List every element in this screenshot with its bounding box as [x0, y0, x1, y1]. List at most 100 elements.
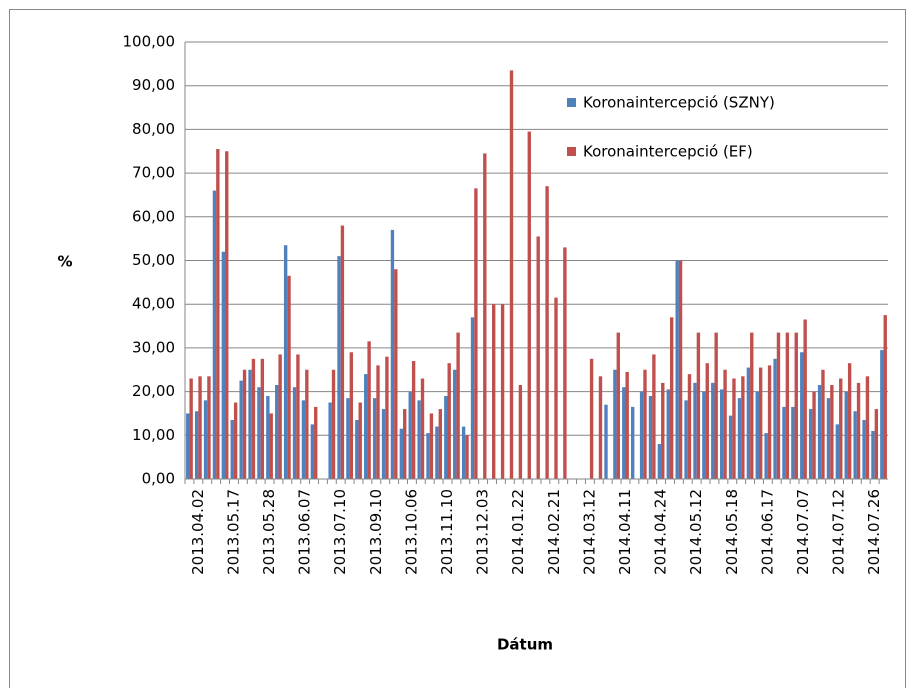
bar: [773, 358, 777, 479]
bar: [657, 444, 662, 479]
y-axis-label: %: [57, 253, 72, 271]
bar: [755, 391, 759, 479]
bar: [275, 385, 279, 479]
bar: [358, 402, 362, 479]
legend-label: Koronaintercepció (SZNY): [583, 94, 775, 112]
legend-swatch: [567, 98, 576, 107]
bar: [248, 369, 252, 479]
bar: [844, 391, 848, 479]
bar: [817, 385, 822, 479]
y-tick-label: 100,00: [123, 33, 176, 51]
bar: [420, 378, 425, 479]
bar: [260, 358, 265, 479]
x-tick-label: 2014.07.26: [865, 489, 883, 575]
bar: [741, 376, 745, 479]
x-tick-label: 2013.04.02: [189, 489, 207, 575]
bar: [643, 369, 647, 479]
bar: [283, 245, 288, 479]
x-tick-label: 2013.09.10: [367, 489, 385, 575]
bar: [874, 409, 879, 479]
bar: [251, 358, 256, 479]
bar: [865, 376, 870, 479]
x-tick-label: 2013.05.28: [260, 489, 278, 575]
bar: [257, 387, 261, 479]
legend-swatch: [567, 147, 576, 156]
bar: [483, 153, 487, 479]
bar: [331, 369, 336, 479]
bar: [652, 354, 656, 479]
x-tick-label: 2014.05.12: [687, 489, 705, 575]
bar: [835, 424, 840, 479]
bar: [746, 367, 751, 479]
bar: [509, 70, 514, 479]
bar: [737, 398, 742, 479]
bar: [883, 315, 887, 479]
bar: [880, 350, 884, 479]
bar: [794, 332, 798, 479]
bar: [732, 378, 736, 479]
bar: [453, 369, 457, 479]
y-tick-label: 30,00: [132, 338, 175, 356]
bar: [767, 365, 772, 479]
bar: [782, 406, 786, 479]
bar: [518, 385, 523, 479]
x-tick-label: 2013.07.10: [331, 489, 349, 575]
bar: [429, 413, 434, 479]
bar: [266, 395, 270, 479]
bar: [631, 406, 635, 479]
bar: [714, 332, 718, 479]
bar: [545, 186, 549, 479]
bar: [785, 332, 790, 479]
bar: [296, 354, 300, 479]
bar: [461, 426, 466, 479]
y-tick-label: 50,00: [132, 251, 175, 269]
bar: [203, 400, 208, 479]
bar: [604, 404, 608, 479]
bar: [764, 433, 768, 479]
bar: [239, 380, 243, 479]
bar: [622, 387, 626, 479]
bar: [639, 391, 644, 479]
bar: [364, 374, 368, 479]
bar: [474, 188, 478, 479]
bar: [198, 376, 202, 479]
bar: [385, 356, 389, 479]
bar: [355, 420, 359, 479]
bar: [527, 131, 531, 479]
x-tick-label: 2013.06.07: [296, 489, 314, 575]
bar: [426, 433, 430, 479]
bar: [390, 229, 395, 479]
bar: [314, 406, 318, 479]
y-tick-label: 90,00: [132, 76, 175, 94]
x-tick-label: 2014.04.11: [616, 489, 634, 575]
y-tick-label: 20,00: [132, 382, 175, 400]
bar: [666, 389, 670, 479]
bar: [808, 409, 813, 479]
bar: [417, 400, 421, 479]
bar: [728, 415, 733, 479]
bar: [702, 391, 706, 479]
bar: [687, 374, 692, 479]
y-tick-label: 0,00: [142, 470, 175, 488]
bar: [233, 402, 238, 479]
bar: [705, 363, 709, 479]
bar: [821, 369, 825, 479]
bar: [536, 236, 540, 479]
bar: [301, 400, 306, 479]
bar: [675, 260, 679, 479]
bar: [470, 317, 475, 479]
bar: [278, 354, 282, 479]
bar: [337, 256, 341, 479]
y-tick-label: 60,00: [132, 207, 175, 225]
bar: [310, 424, 315, 479]
bar: [216, 149, 220, 479]
bar: [826, 398, 831, 479]
x-axis-label: Dátum: [497, 636, 553, 654]
bar: [287, 275, 291, 479]
bar: [563, 247, 567, 479]
bar: [438, 409, 442, 479]
x-tick-label: 2014.01.22: [509, 489, 527, 575]
bar: [684, 400, 688, 479]
bar: [830, 385, 834, 479]
